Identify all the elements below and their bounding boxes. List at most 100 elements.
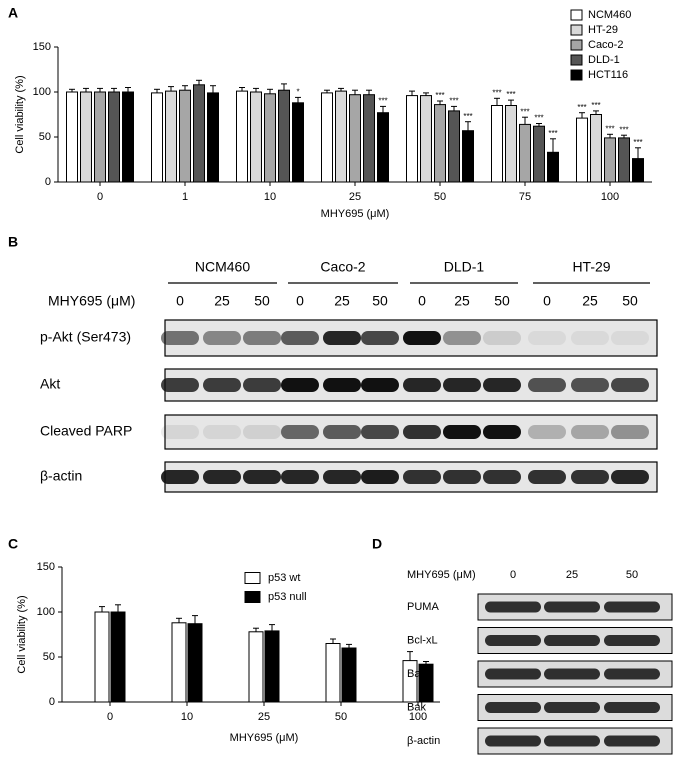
band [161, 425, 199, 439]
band [604, 635, 660, 646]
band [483, 378, 521, 392]
x-tick-label: 50 [434, 191, 446, 203]
bar [108, 91, 120, 183]
significance: *** [520, 107, 529, 116]
band [203, 378, 241, 392]
x-tick-label: 10 [264, 191, 276, 203]
significance: *** [506, 90, 515, 99]
bar [462, 130, 474, 183]
band [571, 331, 609, 345]
bar [519, 123, 531, 183]
x-tick-label: 10 [181, 711, 193, 723]
band [443, 470, 481, 484]
band [161, 331, 199, 345]
bar [632, 158, 644, 183]
band [323, 331, 361, 345]
dose-label: 50 [372, 293, 388, 309]
y-axis-label: Cell viability (%) [16, 595, 28, 673]
y-tick-label: 150 [37, 561, 55, 573]
legend-swatch [570, 39, 583, 51]
bar [94, 91, 106, 183]
band [483, 331, 521, 345]
bar [250, 91, 262, 183]
bar [377, 112, 389, 183]
band [361, 331, 399, 345]
band [443, 378, 481, 392]
band [528, 378, 566, 392]
bar [193, 84, 205, 183]
band [483, 470, 521, 484]
significance: *** [534, 114, 543, 123]
significance: *** [591, 101, 600, 110]
significance: *** [577, 103, 586, 112]
x-tick-label: 100 [409, 711, 427, 723]
legend-label: NCM460 [588, 9, 631, 21]
band [203, 331, 241, 345]
row-label: Bak [407, 701, 426, 713]
band [571, 425, 609, 439]
bar [264, 630, 280, 703]
band [323, 425, 361, 439]
legend-label: HT-29 [588, 24, 618, 36]
bar [420, 95, 432, 183]
band [544, 668, 600, 680]
significance: * [296, 88, 299, 97]
legend-label: p53 null [268, 591, 307, 603]
x-axis-label: MHY695 (μM) [230, 732, 299, 744]
band [403, 425, 441, 439]
panel-letter: A [8, 5, 18, 21]
legend-swatch [244, 591, 261, 603]
x-tick-label: 1 [182, 191, 188, 203]
y-tick-label: 150 [33, 41, 51, 53]
x-tick-label: 50 [335, 711, 347, 723]
legend-label: p53 wt [268, 572, 300, 584]
row-label: β-actin [407, 735, 440, 747]
y-tick-label: 0 [45, 176, 51, 188]
band [281, 470, 319, 484]
band [403, 378, 441, 392]
bar [505, 105, 517, 183]
significance: *** [633, 138, 642, 147]
band [161, 470, 199, 484]
bar [321, 92, 333, 183]
bar [491, 105, 503, 183]
bar [406, 95, 418, 183]
band [571, 378, 609, 392]
x-tick-label: 25 [258, 711, 270, 723]
band [361, 378, 399, 392]
bar [278, 89, 290, 183]
significance: *** [619, 125, 628, 134]
group-label: HT-29 [572, 259, 610, 275]
bar [576, 117, 588, 183]
y-axis-label: Cell viability (%) [14, 75, 26, 153]
band [443, 425, 481, 439]
band [604, 601, 660, 613]
band [281, 331, 319, 345]
band [611, 331, 649, 345]
band [485, 735, 541, 747]
bar [547, 151, 559, 183]
bar [171, 622, 187, 703]
band [611, 425, 649, 439]
bar [341, 647, 357, 703]
bar [151, 92, 163, 183]
dose-label: 50 [626, 569, 638, 581]
row-label: PUMA [407, 601, 439, 613]
row-label: Akt [40, 376, 60, 392]
band [544, 635, 600, 646]
legend-label: Caco-2 [588, 39, 623, 51]
band [281, 425, 319, 439]
bar [448, 110, 460, 183]
group-label: Caco-2 [320, 259, 365, 275]
bar [618, 137, 630, 183]
band [203, 425, 241, 439]
dose-label: 25 [566, 569, 578, 581]
bar [207, 92, 219, 183]
band [571, 470, 609, 484]
row-label: p-Akt (Ser473) [40, 329, 131, 345]
band [544, 702, 600, 713]
legend-swatch [570, 24, 583, 36]
bar [80, 91, 92, 183]
significance: *** [492, 88, 501, 97]
bar [335, 90, 347, 183]
